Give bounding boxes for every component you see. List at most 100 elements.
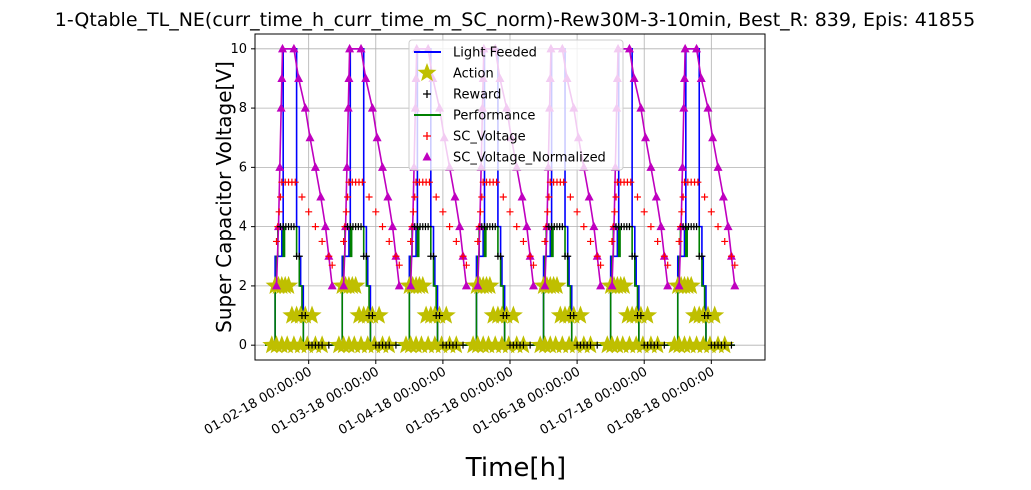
action-point <box>302 305 322 324</box>
sc-voltage-normalized-point <box>677 162 687 171</box>
sc-voltage-normalized-point <box>607 280 617 290</box>
reward-point <box>368 312 376 320</box>
sc-voltage-normalized-point <box>278 43 288 53</box>
legend-label: SC_Voltage_Normalized <box>453 151 606 166</box>
legend-label: Action <box>453 67 494 82</box>
legend-plus-swatch <box>423 132 431 140</box>
sc-voltage-point <box>707 208 715 216</box>
sc-voltage-point <box>519 237 527 245</box>
sc-voltage-point <box>358 178 366 186</box>
sc-voltage-normalized-point <box>651 192 661 201</box>
sc-voltage-normalized-point <box>294 73 304 82</box>
sc-voltage-point <box>587 237 595 245</box>
sc-voltage-point <box>560 178 568 186</box>
sc-voltage-normalized-point <box>344 73 354 82</box>
sc-voltage-normalized-point <box>388 221 398 231</box>
sc-voltage-point <box>474 237 482 245</box>
sc-voltage-normalized-point <box>276 103 286 112</box>
sc-voltage-normalized-point <box>708 132 718 142</box>
sc-voltage-point <box>385 237 393 245</box>
sc-voltage-normalized-point <box>522 221 532 231</box>
sc-voltage-point <box>291 178 299 186</box>
sc-voltage-point <box>344 193 352 201</box>
action-point <box>499 335 519 354</box>
reward-point <box>564 252 572 260</box>
sc-voltage-normalized-point <box>406 280 416 290</box>
sc-voltage-normalized-point <box>680 43 690 53</box>
sc-voltage-normalized-point <box>589 221 599 231</box>
sc-voltage-normalized-point <box>275 162 285 171</box>
sc-voltage-point <box>660 252 668 260</box>
action-point <box>297 335 317 354</box>
sc-voltage-point <box>580 223 588 231</box>
action-point <box>503 305 523 324</box>
legend-star-swatch <box>417 63 437 82</box>
reward-point <box>325 341 333 349</box>
reward-point <box>721 341 729 349</box>
reward-point <box>385 341 393 349</box>
sc-voltage-normalized-point <box>636 103 646 112</box>
sc-voltage-point <box>612 193 620 201</box>
sc-voltage-normalized-point <box>356 43 366 53</box>
reward-point <box>318 341 326 349</box>
sc-voltage-point <box>372 208 380 216</box>
sc-voltage-normalized-point <box>394 280 404 290</box>
sc-voltage-normalized-point <box>455 221 465 231</box>
sc-voltage-point <box>439 208 447 216</box>
sc-voltage-point <box>506 208 514 216</box>
sc-voltage-normalized-point <box>450 192 460 201</box>
sc-voltage-point <box>529 261 537 269</box>
action-point <box>432 335 452 354</box>
sc-voltage-point <box>654 237 662 245</box>
reward-point <box>526 341 534 349</box>
sc-voltage-point <box>272 237 280 245</box>
reward-point <box>392 341 400 349</box>
reward-point <box>519 341 527 349</box>
sc-voltage-normalized-point <box>310 162 320 171</box>
sc-voltage-normalized-point <box>289 43 299 53</box>
sc-voltage-point <box>678 208 686 216</box>
reward-point <box>290 223 298 231</box>
sc-voltage-point <box>452 237 460 245</box>
sc-voltage-normalized-point <box>713 162 723 171</box>
action-point <box>700 335 720 354</box>
sc-voltage-point <box>593 252 601 260</box>
legend-triangle-swatch <box>422 152 432 161</box>
sc-voltage-point <box>311 223 319 231</box>
sc-voltage-normalized-point <box>540 280 550 290</box>
reward-point <box>704 312 712 320</box>
sc-voltage-point <box>526 252 534 260</box>
sc-voltage-point <box>499 193 507 201</box>
y-tick-label: 8 <box>239 101 247 116</box>
sc-voltage-point <box>318 237 326 245</box>
action-point <box>480 275 500 294</box>
reward-point <box>452 341 460 349</box>
sc-voltage-normalized-point <box>679 103 689 112</box>
sc-voltage-point <box>634 193 641 201</box>
sc-voltage-point <box>342 208 350 216</box>
reward-point <box>301 312 309 320</box>
sc-voltage-point <box>478 193 486 201</box>
sc-voltage-normalized-point <box>663 280 673 290</box>
sc-voltage-normalized-point <box>641 132 651 142</box>
sc-voltage-normalized-point <box>528 280 538 290</box>
sc-voltage-point <box>298 193 306 201</box>
sc-voltage-normalized-point <box>343 103 353 112</box>
sc-voltage-point <box>597 261 605 269</box>
legend: Light Feeded Action Reward Performance SC_Vo… <box>408 39 624 171</box>
sc-voltage-normalized-point <box>596 280 606 290</box>
sc-voltage-normalized-point <box>730 280 740 290</box>
y-tick-label: 0 <box>239 338 247 353</box>
legend-label: Light Feeded <box>453 46 537 61</box>
chart-title: 1-Qtable_TL_NE(curr_time_h_curr_time_m_S… <box>55 9 975 31</box>
x-tick-label: 01-06-18 00:00:00 <box>470 364 583 438</box>
y-tick-label: 6 <box>239 160 247 175</box>
x-tick-label: 01-08-18 00:00:00 <box>605 364 718 438</box>
reward-point <box>570 312 578 320</box>
reward-point <box>593 341 601 349</box>
x-tick-label: 01-03-18 00:00:00 <box>269 364 382 438</box>
sc-voltage-normalized-point <box>692 43 702 53</box>
sc-voltage-normalized-point <box>320 221 330 231</box>
action-point <box>346 275 366 294</box>
